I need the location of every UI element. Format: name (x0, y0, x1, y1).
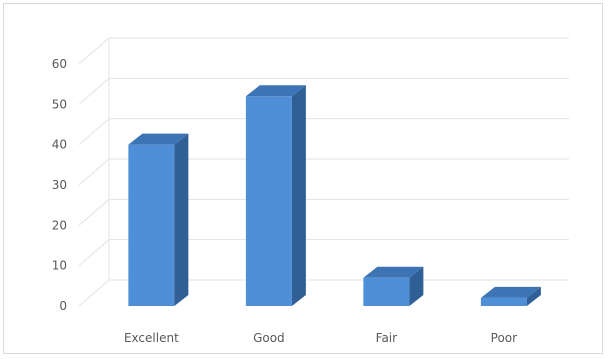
y-tick-label: 30 (52, 178, 67, 192)
bar-top (128, 133, 189, 145)
x-category-label: Excellent (124, 331, 179, 345)
bar-front (128, 144, 175, 306)
x-category-label: Poor (491, 331, 517, 345)
gridline-depth (78, 77, 110, 105)
gridline-depth (78, 239, 110, 267)
bar-chart: 0 10 20 30 40 50 60 Excellent Good Fair Poor (52, 37, 569, 345)
gridline-depth (78, 118, 110, 146)
y-tick-label: 10 (52, 259, 67, 273)
bar-side (174, 133, 189, 306)
bar (363, 266, 424, 306)
gridline-depth (78, 37, 110, 65)
y-tick-label: 50 (52, 97, 67, 111)
y-tick-label: 40 (52, 138, 67, 152)
labels-layer: 0 10 20 30 40 50 60 Excellent Good Fair Poor (52, 57, 517, 345)
bar-side (291, 85, 306, 307)
bar-front (480, 297, 527, 306)
x-category-label: Good (253, 331, 285, 345)
gridline-depth (78, 279, 110, 307)
bar-front (245, 96, 292, 307)
bar (245, 85, 306, 307)
bar (128, 133, 189, 306)
bar-top (480, 286, 541, 298)
gridline-depth (78, 198, 110, 226)
bar (480, 286, 541, 306)
y-tick-label: 20 (52, 218, 67, 232)
bar-front (363, 277, 410, 306)
y-tick-label: 60 (52, 57, 67, 71)
gridline-depth (78, 158, 110, 186)
x-category-label: Fair (376, 331, 397, 345)
bar-side (409, 266, 424, 306)
y-tick-label: 0 (59, 299, 67, 313)
bar-side (526, 286, 541, 306)
chart-frame: 0 10 20 30 40 50 60 Excellent Good Fair Poor (3, 3, 603, 354)
bar-top (245, 85, 306, 97)
bars-layer (128, 85, 541, 307)
bar-top (363, 266, 424, 278)
